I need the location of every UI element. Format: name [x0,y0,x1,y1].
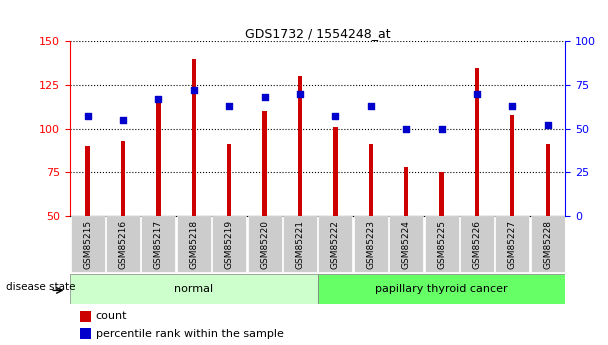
Text: GSM85217: GSM85217 [154,219,163,269]
Bar [298,76,302,216]
Point [401,126,411,131]
FancyBboxPatch shape [354,216,388,272]
Text: normal: normal [174,284,213,294]
Bar [368,144,373,216]
FancyBboxPatch shape [142,216,175,272]
Text: GSM85223: GSM85223 [366,219,375,269]
FancyBboxPatch shape [70,274,317,304]
Text: GSM85219: GSM85219 [225,219,233,269]
Bar [80,311,91,322]
Bar [404,167,409,216]
FancyBboxPatch shape [247,216,282,272]
Text: papillary thyroid cancer: papillary thyroid cancer [375,284,508,294]
Text: count: count [95,312,127,321]
Bar [156,101,161,216]
Text: GSM85215: GSM85215 [83,219,92,269]
Bar [440,172,444,216]
Point [224,103,234,109]
Bar [192,59,196,216]
Point [260,95,269,100]
FancyBboxPatch shape [177,216,211,272]
Point [295,91,305,96]
FancyBboxPatch shape [283,216,317,272]
Point [118,117,128,122]
FancyBboxPatch shape [106,216,140,272]
FancyBboxPatch shape [319,216,353,272]
Title: GDS1732 / 1554248_at: GDS1732 / 1554248_at [245,27,390,40]
Text: percentile rank within the sample: percentile rank within the sample [95,329,283,338]
Bar [80,328,91,339]
Text: GSM85222: GSM85222 [331,220,340,268]
FancyBboxPatch shape [531,216,565,272]
Text: GSM85220: GSM85220 [260,219,269,269]
Point [331,114,340,119]
Point [543,122,553,128]
Text: GSM85216: GSM85216 [119,219,128,269]
Text: GSM85218: GSM85218 [189,219,198,269]
FancyBboxPatch shape [424,216,458,272]
FancyBboxPatch shape [496,216,530,272]
Bar [121,141,125,216]
Bar [86,146,90,216]
Bar [227,144,231,216]
Point [437,126,446,131]
Text: GSM85228: GSM85228 [543,219,552,269]
FancyBboxPatch shape [389,216,423,272]
Text: disease state: disease state [6,283,75,293]
Point [366,103,376,109]
Point [189,87,199,93]
Text: GSM85224: GSM85224 [402,220,410,268]
FancyBboxPatch shape [317,274,565,304]
Point [154,96,164,102]
FancyBboxPatch shape [212,216,246,272]
Text: GSM85225: GSM85225 [437,219,446,269]
Bar [510,115,514,216]
Text: GSM85226: GSM85226 [472,219,482,269]
Bar [333,127,337,216]
Bar [545,144,550,216]
Bar [475,68,479,216]
Point [508,103,517,109]
FancyBboxPatch shape [71,216,105,272]
Bar [263,111,267,216]
Text: GSM85221: GSM85221 [295,219,305,269]
Point [83,114,92,119]
Point [472,91,482,96]
FancyBboxPatch shape [460,216,494,272]
Text: GSM85227: GSM85227 [508,219,517,269]
